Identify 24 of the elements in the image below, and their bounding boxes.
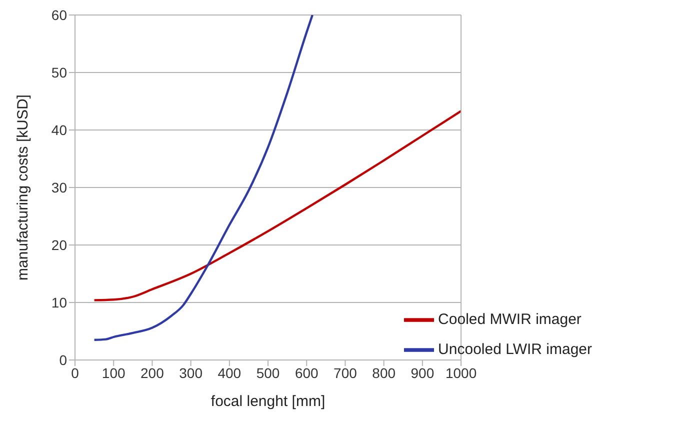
x-tick-label: 500: [256, 364, 280, 381]
y-tick-label: 30: [51, 179, 68, 196]
legend-label: Uncooled LWIR imager: [438, 340, 592, 358]
x-tick-label: 0: [71, 364, 80, 381]
x-axis-title: focal lenght [mm]: [210, 393, 326, 410]
x-tick-label: 200: [140, 364, 164, 381]
line-series: [93, 110, 462, 302]
y-tick-label: 50: [51, 64, 68, 80]
x-tick-label: 700: [334, 364, 358, 381]
y-tick-label: 60: [51, 6, 68, 23]
y-tick-label: 0: [59, 352, 68, 368]
x-tick-label: 1000: [445, 364, 477, 381]
x-tick-label: 900: [410, 364, 434, 381]
x-tick-label: 800: [372, 364, 396, 381]
x-tick-label: 600: [294, 364, 319, 381]
x-tick-label: 100: [102, 364, 126, 381]
y-axis-title: manufacturing costs [kUSD]: [14, 94, 32, 280]
y-tick-label: 10: [51, 294, 68, 310]
x-tick-label: 400: [218, 364, 242, 381]
legend-label: Cooled MWIR imager: [438, 310, 582, 328]
line-series: [93, 15, 314, 341]
x-tick-label: 300: [179, 364, 203, 381]
y-tick-label: 40: [51, 122, 68, 138]
y-tick-label: 20: [51, 236, 68, 253]
